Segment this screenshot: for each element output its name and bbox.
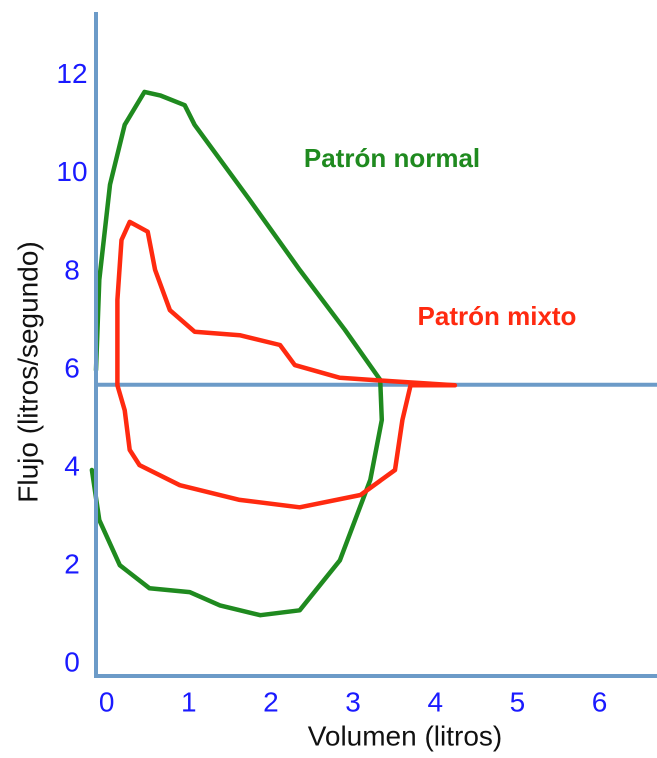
x-tick-label: 0 [99, 686, 115, 717]
series-line [115, 219, 458, 510]
series-label: Patrón normal [304, 143, 480, 173]
y-axis-label: Flujo (litros/segundo) [12, 241, 43, 502]
y-tick-label: 0 [64, 647, 80, 678]
x-tick-label: 4 [427, 686, 443, 717]
series-label: Patrón mixto [418, 301, 577, 331]
x-tick-label: 5 [510, 686, 526, 717]
x-tick-label: 3 [345, 686, 361, 717]
y-tick-label: 10 [56, 156, 87, 187]
y-tick-label: 2 [64, 549, 80, 580]
x-tick-label: 1 [181, 686, 197, 717]
y-tick-label: 4 [64, 450, 80, 481]
y-tick-label: 12 [56, 58, 87, 89]
y-tick-label: 6 [64, 352, 80, 383]
x-axis-label: Volumen (litros) [308, 720, 503, 751]
x-tick-label: 2 [263, 686, 279, 717]
y-tick-label: 8 [64, 254, 80, 285]
x-tick-label: 6 [592, 686, 608, 717]
